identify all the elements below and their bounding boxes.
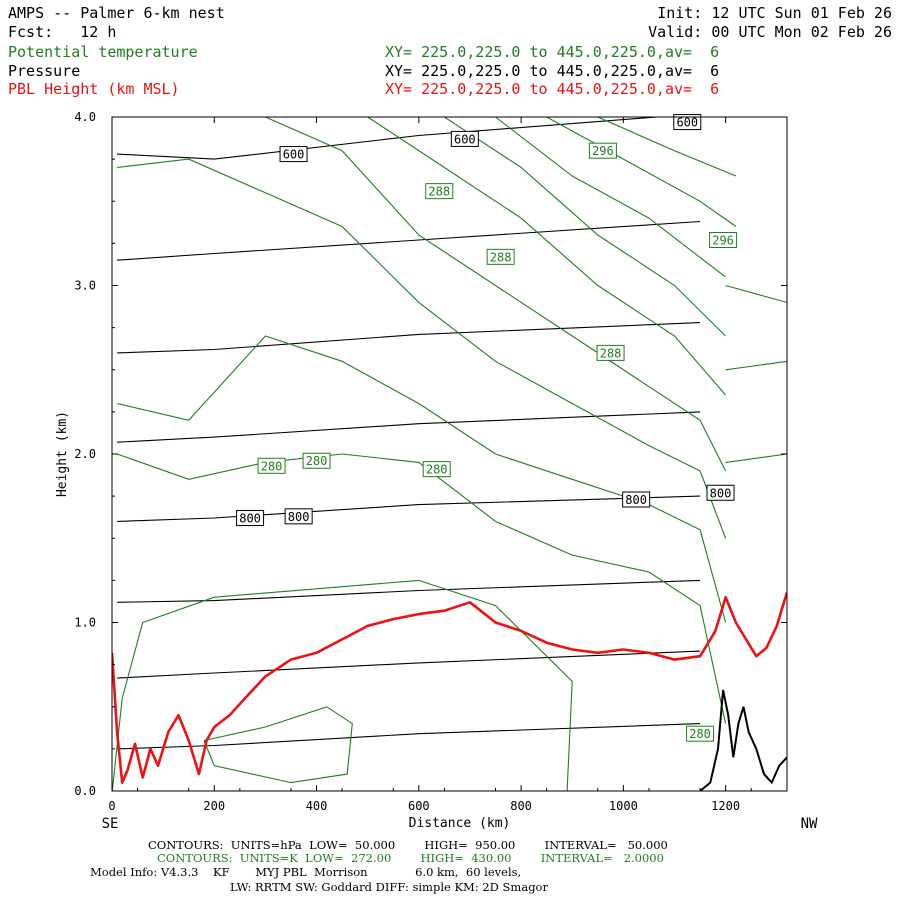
isentrope-label-box — [257, 457, 286, 474]
isentrope-label-box — [596, 344, 625, 361]
physics-info: LW: RRTM SW: Goddard DIFF: simple KM: 2D… — [230, 880, 548, 894]
isobar-line — [117, 220, 701, 261]
x-tick-label: 1200 — [711, 799, 740, 813]
isentrope-label-box — [486, 248, 515, 265]
pressure-contour-info: CONTOURS: UNITS=hPa LOW= 50.000 HIGH= 95… — [148, 838, 668, 852]
x-start-label: SE — [102, 816, 119, 832]
y-tick-label: 1.0 — [74, 616, 96, 630]
y-tick-label: 4.0 — [74, 110, 96, 124]
field-pbl-name: PBL Height (km MSL) — [8, 80, 180, 98]
x-tick-label: 1000 — [609, 799, 638, 813]
x-axis-label: Distance (km) — [409, 816, 511, 831]
init-time: Init: 12 UTC Sun 01 Feb 26 — [657, 4, 892, 22]
field-pressure-name: Pressure — [8, 62, 81, 80]
isobar-label: 800 — [710, 486, 732, 500]
isobar-label-box — [236, 510, 265, 527]
pbl-height-line — [112, 591, 787, 784]
field-pressure-xy: XY= 225.0,225.0 to 445.0,225.0,av= 6 — [385, 62, 720, 80]
y-axis-label: Height (km) — [55, 411, 70, 497]
isobar-line — [117, 322, 701, 354]
page-title: AMPS -- Palmer 6-km nest — [8, 4, 225, 22]
isentrope-label-box — [422, 461, 451, 478]
isobar-label: 600 — [283, 148, 305, 162]
x-tick-label: 600 — [408, 799, 430, 813]
isentrope-line — [203, 706, 353, 784]
x-end-label: NW — [801, 816, 818, 832]
y-tick-label: 0.0 — [74, 784, 96, 798]
field-theta-xy: XY= 225.0,225.0 to 445.0,225.0,av= 6 — [385, 43, 720, 61]
isobar-line — [117, 650, 701, 679]
y-tick-label: 2.0 — [74, 447, 96, 461]
isentrope-label: 280 — [261, 459, 283, 473]
isobar-label-box — [284, 508, 313, 525]
isentrope-label: 280 — [306, 454, 328, 468]
isentrope-label: 288 — [600, 346, 622, 360]
isentrope-line — [117, 117, 727, 472]
isobar-line — [117, 579, 701, 603]
isobar-line — [117, 723, 701, 750]
isobar-label-box — [706, 484, 735, 501]
isobar-label-box — [673, 114, 702, 131]
isentrope-label: 296 — [712, 234, 734, 248]
isobar-line — [117, 411, 701, 443]
isentrope-line — [546, 117, 737, 227]
valid-time: Valid: 00 UTC Mon 02 Feb 26 — [648, 23, 892, 41]
field-pbl-xy: XY= 225.0,225.0 to 445.0,225.0,av= 6 — [385, 80, 720, 98]
model-info: Model Info: V4.3.3 KF MYJ PBL Morrison 6… — [90, 865, 522, 879]
isentrope-label-box — [588, 142, 617, 159]
x-tick-label: 400 — [306, 799, 328, 813]
isentrope-line — [444, 117, 726, 337]
isentrope-line — [116, 453, 727, 724]
isentrope-line — [597, 117, 737, 177]
isentrope-label: 296 — [592, 144, 614, 158]
isentrope-label-box — [425, 183, 454, 200]
isentrope-line — [112, 579, 573, 791]
isentrope-label-box — [709, 232, 738, 249]
isentrope-label: 280 — [689, 727, 711, 741]
isentrope-line — [725, 284, 787, 303]
isobar-line — [117, 495, 701, 522]
isentrope-label: 288 — [428, 185, 450, 199]
isobar-label: 600 — [676, 116, 698, 130]
isobar-label: 800 — [288, 510, 310, 524]
isobar-label-box — [279, 146, 308, 163]
isentrope-line — [725, 453, 787, 463]
isentrope-line — [495, 117, 726, 278]
isobar-label-box — [622, 491, 651, 508]
isentrope-line — [116, 335, 727, 623]
isentrope-label-box — [302, 452, 331, 469]
x-tick-label: 0 — [108, 799, 115, 813]
isobar-label: 800 — [625, 493, 647, 507]
isentrope-line — [367, 117, 727, 396]
isobar-label-box — [450, 130, 479, 147]
terrain-line — [699, 689, 787, 791]
isobar-label: 600 — [454, 132, 476, 146]
isentrope-label-box — [686, 725, 715, 742]
plot-frame — [111, 116, 788, 792]
isentrope-label: 280 — [426, 463, 448, 477]
forecast-hour: Fcst: 12 h — [8, 23, 117, 41]
isentrope-line — [725, 360, 787, 371]
isobar-label: 800 — [239, 512, 261, 526]
field-theta-name: Potential temperature — [8, 43, 198, 61]
isentrope-label: 288 — [490, 250, 512, 264]
y-tick-label: 3.0 — [74, 279, 96, 293]
x-tick-label: 200 — [203, 799, 225, 813]
theta-contour-info: CONTOURS: UNITS=K LOW= 272.00 HIGH= 430.… — [157, 851, 664, 865]
x-tick-label: 800 — [510, 799, 532, 813]
isentrope-line — [117, 158, 727, 539]
